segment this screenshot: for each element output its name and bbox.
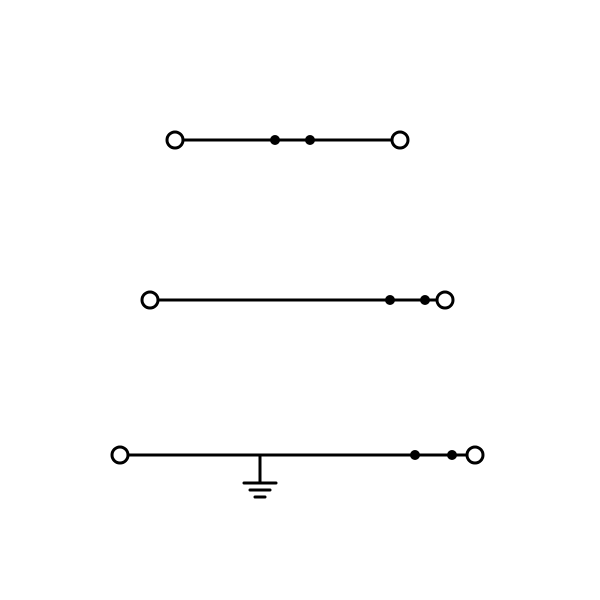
terminal-schematic-diagram [0, 0, 600, 600]
terminal-circle [167, 132, 183, 148]
row-3 [112, 447, 483, 497]
junction-dot [410, 450, 420, 460]
junction-dot [447, 450, 457, 460]
terminal-circle [467, 447, 483, 463]
terminal-circle [392, 132, 408, 148]
junction-dot [270, 135, 280, 145]
junction-dot [305, 135, 315, 145]
ground-symbol [244, 455, 276, 497]
row-1 [167, 132, 408, 148]
row-2 [142, 292, 453, 308]
junction-dot [385, 295, 395, 305]
junction-dot [420, 295, 430, 305]
terminal-circle [112, 447, 128, 463]
terminal-circle [142, 292, 158, 308]
terminal-circle [437, 292, 453, 308]
